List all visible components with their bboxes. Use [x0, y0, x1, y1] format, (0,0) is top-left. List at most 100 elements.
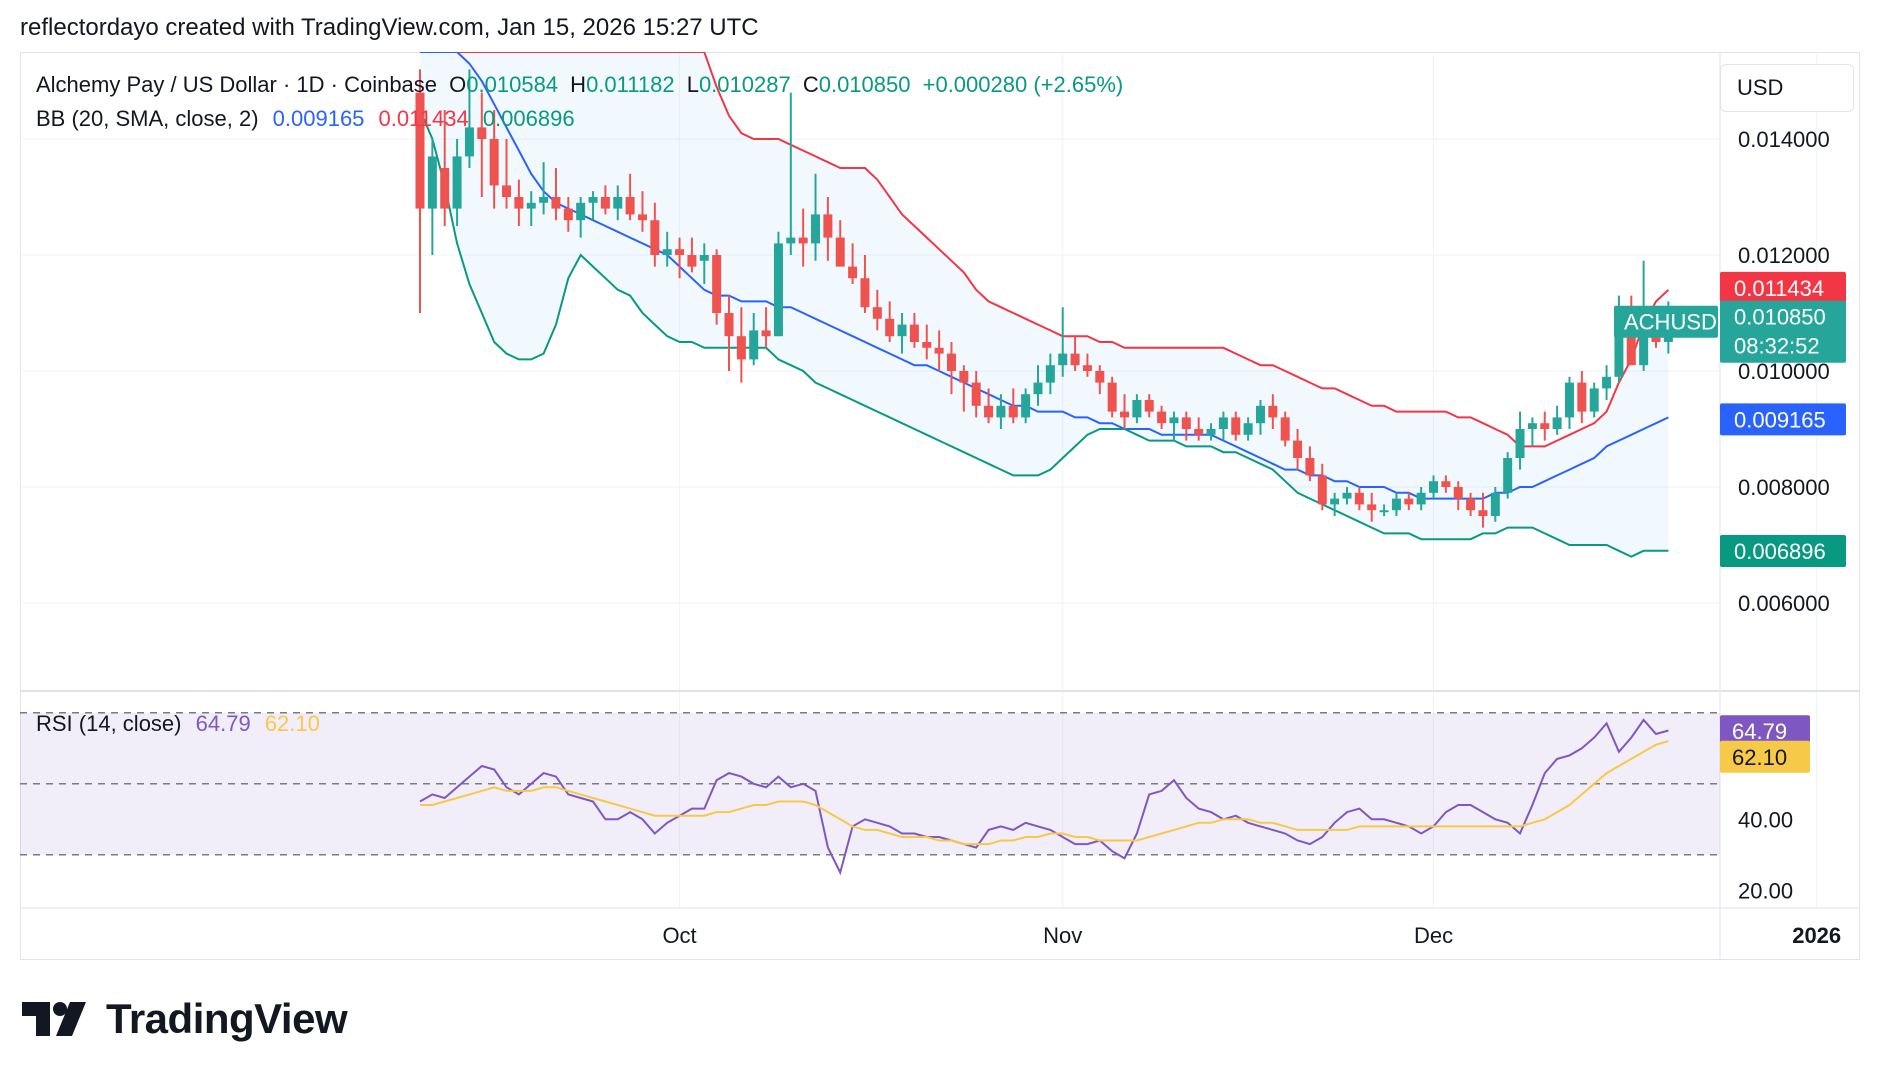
candle — [1577, 371, 1587, 424]
candle-body — [1626, 324, 1636, 366]
candle — [1045, 353, 1055, 395]
currency-selector[interactable]: USD — [1720, 64, 1854, 112]
candle-body — [1552, 417, 1562, 429]
candle — [909, 313, 919, 348]
candle — [922, 324, 932, 360]
candle — [1441, 475, 1451, 493]
price-tick-label: 0.014000 — [1738, 127, 1830, 152]
candle-body — [637, 214, 647, 221]
candle — [637, 191, 647, 232]
bb-lower-value: 0.006896 — [482, 106, 575, 131]
bb-upper-badge: 0.011434 — [1720, 271, 1846, 304]
candle-body — [1577, 382, 1587, 412]
candle-body — [934, 347, 944, 354]
close-label: C — [802, 72, 819, 97]
candle — [1157, 405, 1167, 429]
candle-body — [712, 255, 722, 313]
close-value: 0.010850 — [818, 72, 911, 97]
candle — [984, 388, 994, 424]
candle-body — [1070, 353, 1080, 366]
price-tick-label: 0.006000 — [1738, 591, 1830, 616]
candle — [1082, 353, 1092, 377]
candle — [823, 197, 833, 261]
candle-body — [1157, 411, 1167, 424]
price-tick-label: 0.008000 — [1738, 475, 1830, 500]
candle-body — [1107, 382, 1117, 412]
candle-body — [1330, 498, 1340, 505]
candle — [1342, 487, 1352, 505]
candle — [724, 295, 734, 371]
candle-body — [749, 330, 759, 360]
candle-body — [625, 197, 635, 215]
candle — [1021, 388, 1031, 424]
candle — [1132, 394, 1142, 424]
candle — [600, 185, 610, 215]
candle-body — [650, 220, 660, 255]
candle-body — [1404, 498, 1414, 505]
candle — [1107, 376, 1117, 418]
candle — [1218, 411, 1228, 441]
bb-basis-badge-text: 0.009165 — [1734, 407, 1826, 432]
candle — [699, 243, 709, 284]
chart-frame — [20, 52, 1860, 960]
candle-body — [502, 185, 512, 197]
tradingview-logo[interactable]: TradingView — [22, 995, 348, 1042]
candle-body — [1305, 458, 1315, 476]
candle — [835, 220, 845, 267]
candle — [946, 342, 956, 395]
bb-upper-badge-text: 0.011434 — [1734, 276, 1824, 301]
candle — [1008, 388, 1018, 424]
candle-body — [613, 197, 623, 209]
symbol-title[interactable]: Alchemy Pay / US Dollar · 1D · Coinbase — [36, 72, 438, 97]
rsi-ma-line — [420, 740, 1669, 846]
candle-body — [1453, 487, 1463, 499]
candle — [1293, 429, 1303, 470]
candle — [1095, 365, 1105, 395]
rsi-badge-bg — [1720, 715, 1810, 748]
candle-body — [464, 127, 474, 157]
candle-body — [1181, 417, 1191, 429]
candle — [811, 173, 821, 261]
candle-body — [885, 318, 895, 337]
candle — [872, 289, 882, 331]
candle-body — [1354, 492, 1364, 505]
candle-body — [1206, 429, 1216, 435]
symbol-badge: ACHUSD — [1614, 305, 1718, 338]
candle-body — [798, 237, 808, 244]
candle — [897, 313, 907, 354]
candle-body — [1527, 423, 1537, 429]
candle — [526, 191, 536, 226]
candle-body — [946, 353, 956, 371]
candle-body — [1639, 330, 1649, 366]
candle-body — [909, 324, 919, 342]
open-value: 0.010584 — [466, 72, 559, 97]
bb-fill — [420, 52, 1669, 557]
candle-body — [1391, 498, 1401, 511]
candle — [1268, 394, 1278, 429]
candle-body — [724, 313, 734, 337]
candle — [1070, 336, 1080, 371]
rsi-label[interactable]: RSI (14, close) — [36, 711, 182, 736]
candle-body — [872, 307, 882, 319]
bb-upper-value: 0.011434 — [378, 106, 469, 131]
price-tick-label: 0.012000 — [1738, 243, 1830, 268]
candle — [1305, 446, 1315, 482]
candle-body — [1255, 405, 1265, 424]
candle — [477, 92, 487, 197]
time-axis-label: Oct — [662, 923, 696, 948]
last-price-badge: 0.010850 08:32:52 — [1720, 300, 1846, 363]
candle — [749, 313, 759, 366]
candle — [736, 307, 746, 383]
candle — [539, 162, 549, 215]
candle — [675, 237, 685, 279]
candle-body — [1429, 481, 1439, 493]
candle-body — [1478, 510, 1488, 516]
candle — [1391, 492, 1401, 516]
candle-body — [1231, 417, 1241, 435]
candle — [1231, 411, 1241, 441]
candle — [440, 110, 450, 226]
bb-label[interactable]: BB (20, SMA, close, 2) — [36, 106, 259, 131]
candle-body — [539, 197, 549, 203]
candle-body — [786, 237, 796, 244]
